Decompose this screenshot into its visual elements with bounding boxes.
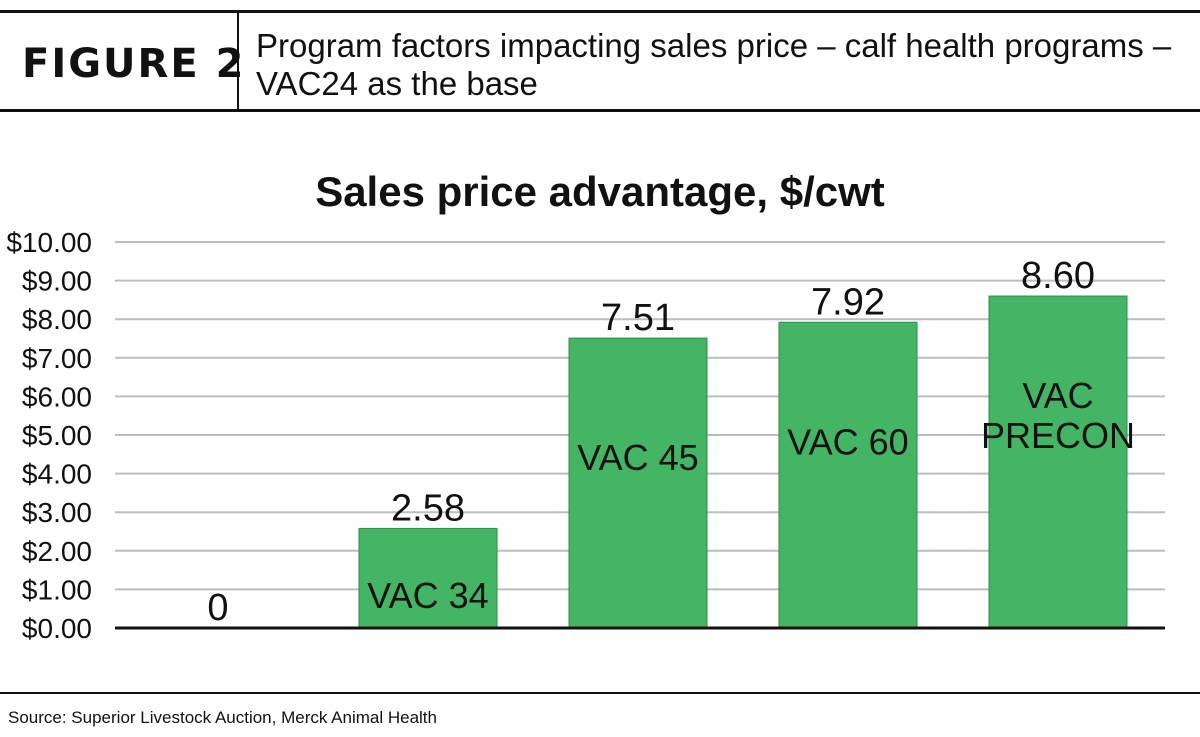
bar-chart: $0.00 $1.00 $2.00 $3.00 $4.00 $5.00 $6.00 $7.00… bbox=[6, 227, 1165, 644]
y-tick-label: $3.00 bbox=[22, 497, 92, 528]
figure-header: FIGURE 2 Program factors impacting sales… bbox=[0, 10, 1200, 112]
category-label-line: PRECON bbox=[981, 415, 1135, 456]
figure-label: FIGURE 2 bbox=[22, 41, 246, 87]
y-tick-label: $9.00 bbox=[22, 266, 92, 297]
category-label: VAC 34 bbox=[367, 575, 488, 616]
data-label: 2.58 bbox=[391, 487, 465, 529]
y-tick-label: $6.00 bbox=[22, 381, 92, 412]
bar bbox=[568, 337, 708, 629]
figure-title: Program factors impacting sales price – … bbox=[256, 27, 1172, 102]
data-label: 7.92 bbox=[811, 281, 885, 323]
chart-title: Sales price advantage, $/cwt bbox=[315, 168, 885, 215]
header-divider bbox=[237, 13, 239, 109]
category-label-line: VAC 34 bbox=[367, 575, 488, 616]
y-tick-label: $2.00 bbox=[22, 536, 92, 567]
y-tick-label: $5.00 bbox=[22, 420, 92, 451]
category-label: VAC 45 bbox=[577, 437, 698, 478]
category-label-line: VAC bbox=[1022, 375, 1093, 416]
bar bbox=[778, 321, 918, 629]
source-note: Source: Superior Livestock Auction, Merc… bbox=[8, 708, 437, 727]
y-tick-label: $8.00 bbox=[22, 304, 92, 335]
y-tick-label: $10.00 bbox=[6, 227, 92, 258]
footer-rule bbox=[0, 692, 1200, 694]
category-label: VAC 60 bbox=[787, 421, 908, 462]
y-tick-label: $7.00 bbox=[22, 343, 92, 374]
category-label: VAC PRECON bbox=[981, 375, 1135, 456]
category-label-line: VAC 45 bbox=[577, 437, 698, 478]
data-label: 8.60 bbox=[1021, 255, 1095, 297]
bar bbox=[988, 295, 1128, 629]
category-label-line: VAC 60 bbox=[787, 421, 908, 462]
data-label: 0 bbox=[207, 587, 228, 629]
y-tick-label: $0.00 bbox=[22, 613, 92, 644]
y-tick-label: $4.00 bbox=[22, 459, 92, 490]
data-label: 7.51 bbox=[601, 297, 675, 339]
y-tick-label: $1.00 bbox=[22, 574, 92, 605]
bar bbox=[358, 527, 498, 629]
